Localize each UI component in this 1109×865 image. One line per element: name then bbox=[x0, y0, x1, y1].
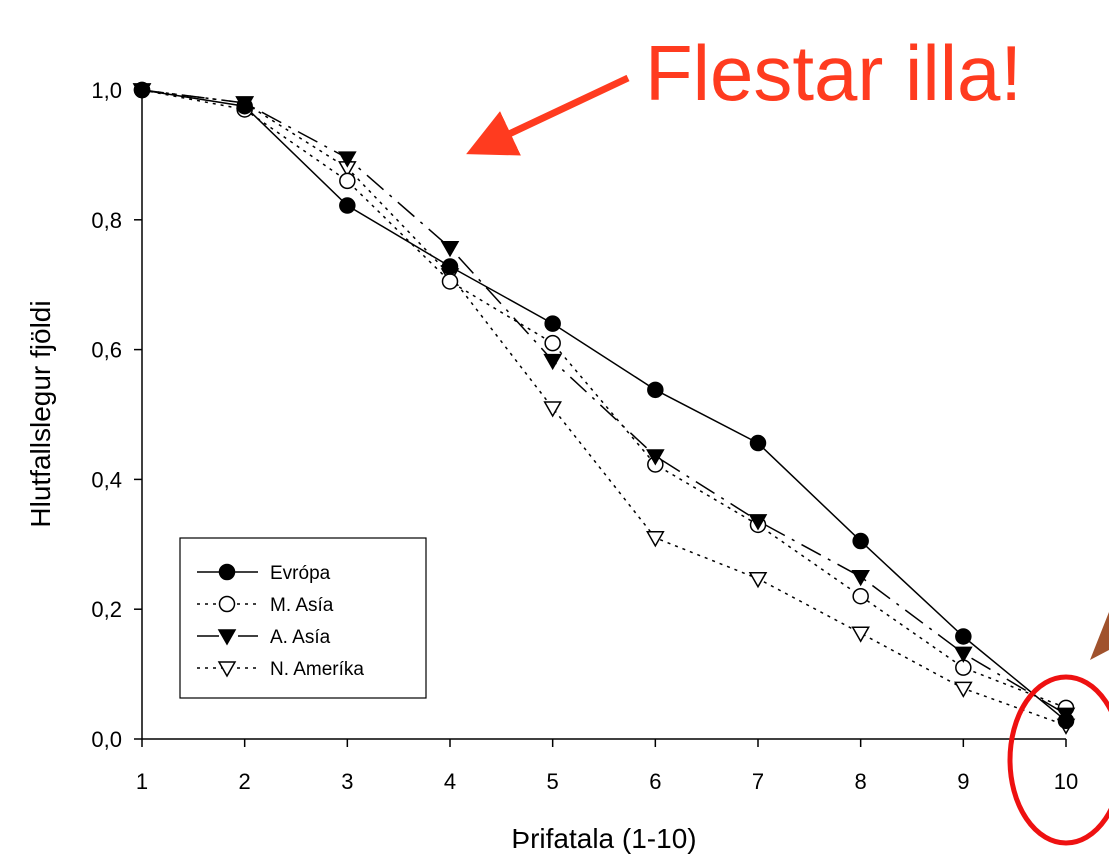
data-point-n-ameríka bbox=[748, 571, 768, 589]
y-ticks: 0,0 0,2 0,4 0,6 0,8 1,0 bbox=[91, 78, 142, 752]
data-point-a-asía bbox=[338, 151, 357, 168]
data-point-evrópa bbox=[647, 381, 664, 399]
x-tick-label: 8 bbox=[855, 769, 867, 794]
x-tick-label: 2 bbox=[239, 769, 251, 794]
x-tick-label: 3 bbox=[341, 769, 353, 794]
legend-box bbox=[179, 537, 427, 699]
y-axis-title: Hlutfallslegur fjöldi bbox=[25, 300, 56, 527]
data-point-m-asía bbox=[852, 587, 869, 605]
y-tick-label: 0,4 bbox=[91, 467, 122, 492]
legend-marker-a-asía bbox=[217, 629, 237, 646]
legend-label-n-ameríka: N. Ameríka bbox=[270, 659, 364, 680]
y-tick-label: 0,8 bbox=[91, 208, 122, 233]
x-tick-label: 4 bbox=[444, 769, 456, 794]
highlight-circle bbox=[1007, 674, 1109, 846]
x-tick-label: 10 bbox=[1054, 769, 1078, 794]
series-line-n-ameríka bbox=[141, 89, 1067, 727]
data-point-evrópa bbox=[852, 532, 869, 550]
data-point-evrópa bbox=[749, 434, 767, 452]
data-point-a-asía bbox=[646, 449, 665, 466]
y-tick-label: 0,6 bbox=[91, 338, 122, 363]
y-tick-label: 0,2 bbox=[91, 597, 122, 622]
legend-marker-n-ameríka bbox=[217, 661, 237, 678]
x-tick-label: 9 bbox=[957, 769, 969, 794]
series-line-a-asía bbox=[141, 89, 1067, 715]
legend-marker-m-asía bbox=[218, 595, 236, 613]
x-tick-label: 6 bbox=[649, 769, 661, 794]
data-point-n-ameríka bbox=[646, 531, 665, 548]
legend-label-a-asía: A. Asía bbox=[270, 627, 331, 648]
data-point-evrópa bbox=[339, 197, 356, 214]
data-point-evrópa bbox=[955, 628, 972, 645]
x-ticks: 1 2 3 4 5 6 7 8 9 10 bbox=[136, 739, 1078, 794]
data-point-evrópa bbox=[133, 81, 151, 99]
data-point-evrópa bbox=[236, 97, 253, 115]
x-tick-label: 1 bbox=[136, 769, 148, 794]
data-point-a-asía bbox=[440, 240, 460, 258]
data-point-m-asía bbox=[441, 273, 459, 290]
legend: Evrópa M. Asía A. Asía N. Ameríka bbox=[179, 537, 427, 699]
data-point-n-ameríka bbox=[851, 626, 870, 643]
annotation-flestar-illa: Flestar illa! bbox=[645, 29, 1022, 117]
legend-label-m-asía: M. Asía bbox=[270, 595, 334, 616]
data-point-a-asía bbox=[748, 514, 768, 531]
data-point-m-asía bbox=[544, 334, 561, 352]
data-point-a-asía bbox=[851, 570, 870, 587]
data-point-m-asía bbox=[339, 172, 356, 190]
annotation-arrow bbox=[466, 74, 630, 156]
series-lines bbox=[141, 89, 1067, 727]
data-point-evrópa bbox=[441, 258, 459, 275]
side-arrow-icon bbox=[1090, 612, 1109, 660]
y-tick-label: 1,0 bbox=[91, 78, 122, 103]
data-point-evrópa bbox=[1057, 712, 1075, 730]
legend-marker-evrópa bbox=[218, 563, 236, 581]
series-line-evrópa bbox=[141, 89, 1067, 722]
series-markers bbox=[132, 81, 1076, 735]
axes bbox=[141, 90, 1066, 740]
x-tick-label: 5 bbox=[547, 769, 559, 794]
data-point-a-asía bbox=[954, 646, 973, 663]
data-point-n-ameríka bbox=[954, 681, 973, 698]
y-tick-label: 0,0 bbox=[91, 727, 122, 752]
data-point-a-asía bbox=[543, 353, 562, 371]
data-point-n-ameríka bbox=[543, 401, 562, 418]
x-tick-label: 7 bbox=[752, 769, 764, 794]
legend-label-evrópa: Evrópa bbox=[270, 563, 331, 584]
x-axis-title: Þrifatala (1-10) bbox=[511, 823, 696, 854]
data-point-evrópa bbox=[544, 315, 561, 332]
